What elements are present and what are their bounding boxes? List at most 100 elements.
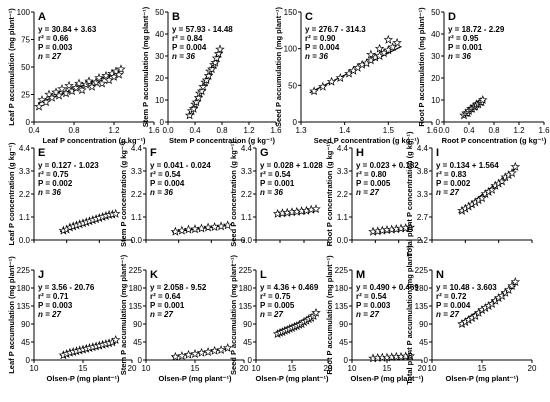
y-tick-label: 40 <box>155 30 164 39</box>
annotation-line: r² = 0.71 <box>38 292 69 301</box>
data-point <box>477 94 488 105</box>
y-tick-label: 135 <box>239 302 253 311</box>
x-tick-label: 1.6 <box>270 126 282 135</box>
data-point <box>191 97 202 107</box>
data-point <box>196 86 207 96</box>
annotation-line: y = 3.56 - 20.76 <box>38 283 95 292</box>
data-point <box>309 86 319 96</box>
y-tick-label: 45 <box>21 338 30 347</box>
y-tick-label: 3.8 <box>417 167 429 176</box>
x-tick-label: 1.6 <box>426 126 438 135</box>
annotation-line: y = 0.023 + 0.182 <box>356 161 419 170</box>
panel-label: F <box>150 147 157 159</box>
annotation-line: r² = 0.54 <box>260 170 291 179</box>
data-point <box>507 168 517 178</box>
x-axis-label: Root P concentration (g kg⁻¹) <box>442 136 547 145</box>
panel-label: G <box>260 147 269 159</box>
data-point <box>203 70 214 80</box>
y-tick-label: 45 <box>133 338 142 347</box>
annotation-line: P = 0.004 <box>150 179 185 188</box>
annotation-line: r² = 0.75 <box>260 292 291 301</box>
data-point <box>110 335 121 344</box>
annotation-line: r² = 0.95 <box>448 34 479 43</box>
data-point <box>213 48 224 58</box>
annotation-line: y = 2.058 - 9.52 <box>150 283 207 292</box>
y-tick-label: 135 <box>17 302 31 311</box>
data-point <box>203 347 213 356</box>
y-tick-label: 2.2 <box>337 190 349 199</box>
y-tick-label: 2.2 <box>417 236 429 245</box>
x-tick-label: 0.4 <box>189 126 201 135</box>
y-tick-label: 10 <box>431 96 440 105</box>
data-point <box>335 73 346 82</box>
x-tick-label: 0.8 <box>68 126 80 135</box>
y-tick-label: 3.3 <box>19 167 31 176</box>
annotation-line: P = 0.003 <box>38 43 73 52</box>
x-tick-label: 0.4 <box>463 126 475 135</box>
y-axis-label: Stem P accumulation (mg plant⁻¹) <box>141 6 150 127</box>
data-point <box>170 351 181 361</box>
x-tick-label: 15 <box>288 364 297 373</box>
panel-label: N <box>436 269 444 281</box>
data-point <box>209 221 220 232</box>
panel-j: 0 45 90 135 180 225 10 15 20 Olsen-P (mg plant⁻¹)… <box>7 256 137 383</box>
x-axis-label: Olsen-P (mg plant⁻¹) <box>47 374 120 383</box>
y-axis-label: Stem P concentration (g kg⁻¹) <box>119 141 128 247</box>
y-tick-label: 225 <box>335 266 349 275</box>
x-tick-label: 1.6 <box>538 126 550 135</box>
y-tick-label: 75 <box>21 36 30 45</box>
data-point <box>387 42 398 52</box>
data-point <box>201 75 212 85</box>
annotation-line: r² = 0.90 <box>305 34 336 43</box>
y-axis-label: Total plant P concentration (g kg⁻¹) <box>405 131 414 256</box>
annotation-line: n = 36 <box>260 188 283 197</box>
x-tick-label: 0.8 <box>216 126 228 135</box>
data-point <box>41 97 51 107</box>
annotation-line: r² = 0.72 <box>436 292 467 301</box>
annotation-line: n = 36 <box>150 188 173 197</box>
panel-label: M <box>356 269 365 281</box>
annotation-line: n = 27 <box>356 188 379 197</box>
y-tick-label: 1.1 <box>241 213 253 222</box>
annotation-line: n = 27 <box>356 310 379 319</box>
x-tick-label: 1.2 <box>513 126 525 135</box>
y-tick-label: 135 <box>415 302 429 311</box>
y-tick-label: 180 <box>17 284 31 293</box>
data-point <box>94 73 104 82</box>
y-axis-label: Seed P accumulation (mg plant⁻¹) <box>274 6 283 127</box>
x-tick-label: 1.2 <box>108 126 120 135</box>
y-tick-label: 180 <box>129 284 143 293</box>
y-tick-label: 50 <box>431 8 440 17</box>
data-point <box>318 81 328 91</box>
y-tick-label: 45 <box>419 338 428 347</box>
y-tick-label: 2.2 <box>19 190 31 199</box>
annotation-line: y = 18.72 - 2.29 <box>448 25 505 34</box>
data-point <box>110 208 121 218</box>
y-axis-label: Seed P accumulation (mg plant⁻¹) <box>229 254 238 375</box>
annotation-line: P = 0.001 <box>448 43 483 52</box>
data-point <box>177 225 187 235</box>
y-axis-label: Leaf P accumulation (mg plant⁻¹) <box>7 8 16 126</box>
data-point <box>366 49 376 59</box>
data-point <box>196 347 207 357</box>
y-tick-label: 0 <box>248 356 253 365</box>
y-tick-label: 45 <box>243 338 252 347</box>
y-axis-label: Stem P accumulation (mg plant⁻¹) <box>119 254 128 375</box>
data-point <box>54 90 64 100</box>
data-point <box>507 281 517 290</box>
x-tick-label: 10 <box>30 364 39 373</box>
panel-label: H <box>356 147 364 159</box>
annotation-line: n = 36 <box>448 52 471 61</box>
data-point <box>215 44 225 54</box>
data-point <box>170 226 181 236</box>
y-tick-label: 90 <box>21 320 30 329</box>
data-point <box>97 78 107 88</box>
y-tick-label: 150 <box>284 8 298 17</box>
x-tick-label: 10 <box>142 364 151 373</box>
y-tick-label: 90 <box>419 320 428 329</box>
annotation-line: P = 0.002 <box>38 179 73 188</box>
